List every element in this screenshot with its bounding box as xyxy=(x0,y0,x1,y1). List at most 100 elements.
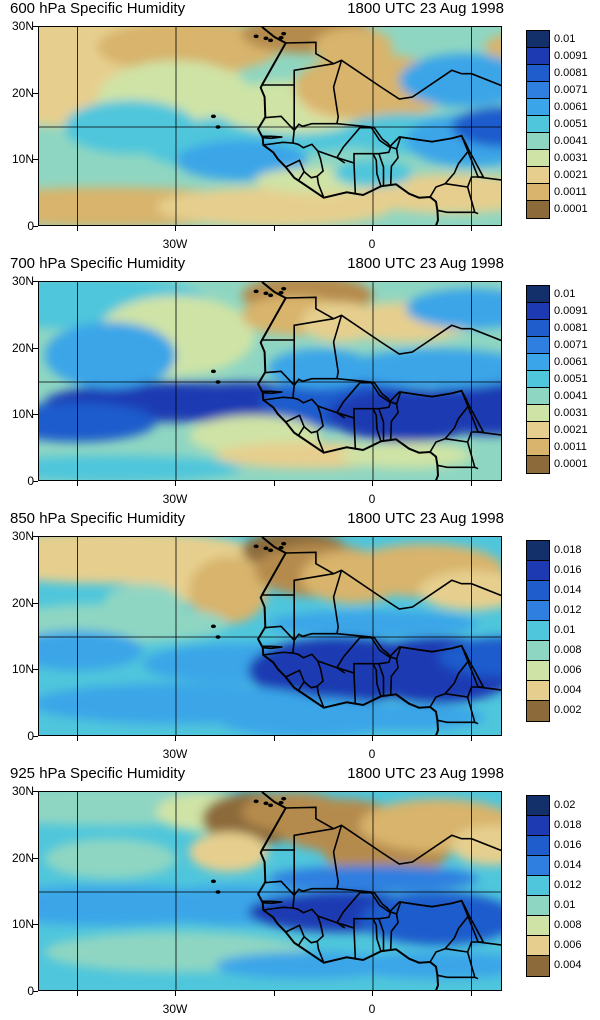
latitude-label: 10N xyxy=(11,152,34,167)
colorbar-swatch xyxy=(527,371,549,388)
country-border xyxy=(378,918,385,950)
longitude-label: 0 xyxy=(368,747,376,761)
longitude-tick xyxy=(175,736,176,741)
panel-time: 1800 UTC 23 Aug 1998 xyxy=(347,255,504,272)
colorbar xyxy=(526,795,550,977)
country-border xyxy=(336,381,392,418)
panel-time: 1800 UTC 23 Aug 1998 xyxy=(347,765,504,782)
latitude-label: 0 xyxy=(27,984,34,998)
map-panel: 600 hPa Specific Humidity 1800 UTC 23 Aug… xyxy=(0,0,600,255)
humidity-map xyxy=(38,791,502,991)
longitude-label: 0 xyxy=(368,1002,376,1016)
colorbar-label: 0.0001 xyxy=(554,202,588,215)
colorbar-swatch xyxy=(527,320,549,337)
island xyxy=(215,125,221,129)
colorbar-label: 0.0061 xyxy=(554,355,588,368)
colorbar-swatch xyxy=(527,303,549,320)
panel-title: 850 hPa Specific Humidity xyxy=(10,510,186,527)
humidity-contour xyxy=(103,583,183,624)
country-border xyxy=(336,126,392,163)
latitude-tick xyxy=(33,159,38,161)
island xyxy=(268,38,274,43)
colorbar-label: 0.0041 xyxy=(554,134,588,147)
longitude-tick xyxy=(175,481,176,486)
island xyxy=(268,548,274,553)
country-border xyxy=(263,370,296,401)
panel-title: 600 hPa Specific Humidity xyxy=(10,0,186,17)
longitude-tick xyxy=(273,481,275,486)
colorbar-swatch xyxy=(527,896,549,916)
island xyxy=(278,35,284,40)
colorbar-swatch xyxy=(527,405,549,422)
country-border xyxy=(378,663,385,695)
colorbar-swatch xyxy=(527,936,549,956)
colorbar-swatch xyxy=(527,116,549,133)
country-border xyxy=(292,652,325,708)
colorbar-label: 0.012 xyxy=(554,604,582,616)
latitude-label: 0 xyxy=(27,474,34,488)
colorbar-label: 0.008 xyxy=(554,644,582,656)
country-border xyxy=(262,900,283,905)
country-border xyxy=(262,645,283,650)
humidity-contour xyxy=(189,832,268,872)
country-border xyxy=(262,827,334,851)
colorbar xyxy=(526,30,550,219)
country-border xyxy=(336,891,392,928)
colorbar-label: 0.002 xyxy=(554,704,582,716)
country-border xyxy=(262,62,334,86)
country-border xyxy=(437,209,475,214)
colorbar-swatch xyxy=(527,876,549,896)
colorbar-swatch xyxy=(527,601,549,621)
humidity-contour xyxy=(44,838,176,879)
colorbar-label: 0.014 xyxy=(554,859,582,871)
country-border xyxy=(317,405,346,419)
colorbar-label: 0.0081 xyxy=(554,321,588,334)
panel-title: 700 hPa Specific Humidity xyxy=(10,255,186,272)
country-border xyxy=(372,663,382,697)
colorbar-label: 0.004 xyxy=(554,684,582,696)
colorbar-swatch xyxy=(527,439,549,456)
map-panel: 925 hPa Specific Humidity 1800 UTC 23 Aug… xyxy=(0,765,600,1020)
country-border xyxy=(445,437,468,443)
country-border xyxy=(262,135,283,140)
panel-title: 925 hPa Specific Humidity xyxy=(10,765,186,782)
country-border xyxy=(285,924,305,947)
colorbar-label: 0.0091 xyxy=(554,49,588,62)
colorbar-swatch xyxy=(527,167,549,184)
latitude-label: 20N xyxy=(11,85,34,100)
colorbar-label: 0.0021 xyxy=(554,423,588,436)
map-svg xyxy=(39,282,501,480)
latitude-tick xyxy=(33,669,38,671)
island xyxy=(281,31,287,36)
colorbar-label: 0.016 xyxy=(554,564,582,576)
island xyxy=(210,114,216,119)
island xyxy=(253,34,259,39)
island xyxy=(253,289,259,294)
colorbar-label: 0.01 xyxy=(554,287,576,300)
humidity-contour xyxy=(97,27,282,74)
latitude-label: 30N xyxy=(11,529,34,543)
country-border xyxy=(372,408,382,442)
country-border xyxy=(336,636,392,673)
country-border xyxy=(292,907,325,963)
longitude-label: 30W xyxy=(162,492,188,506)
country-border xyxy=(389,146,399,186)
longitude-tick xyxy=(175,991,176,996)
country-border xyxy=(437,974,475,979)
country-border xyxy=(303,681,318,689)
humidity-contour xyxy=(176,140,308,181)
panel-time: 1800 UTC 23 Aug 1998 xyxy=(347,510,504,527)
country-border xyxy=(263,625,296,656)
country-border xyxy=(263,115,296,146)
island xyxy=(281,796,287,801)
country-border xyxy=(437,719,475,724)
humidity-map xyxy=(38,26,502,226)
longitude-label: 0 xyxy=(368,492,376,506)
longitude-tick xyxy=(76,991,78,996)
longitude-tick xyxy=(76,226,78,231)
latitude-label: 10N xyxy=(11,917,34,932)
country-border xyxy=(303,936,318,944)
humidity-contour xyxy=(44,322,176,389)
island xyxy=(268,803,274,808)
colorbar-swatch xyxy=(527,561,549,581)
